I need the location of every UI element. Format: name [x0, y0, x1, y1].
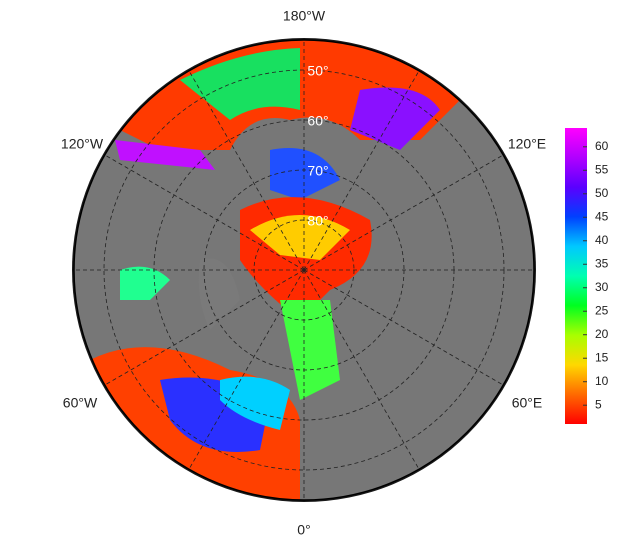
longitude-label: 60°E — [512, 395, 543, 411]
colorbar-tick-label: 35 — [595, 256, 609, 270]
meridian — [188, 269, 305, 470]
colorbar-tick-label: 55 — [595, 162, 609, 176]
graticule: 50° 60° 70° 80° — [73, 39, 535, 501]
colorbar-tick-label: 60 — [595, 139, 609, 153]
field-patch — [280, 300, 340, 400]
labels: 180°W 120°W 120°E 60°W 60°E 0° — [61, 8, 546, 538]
colorbar-tick-label: 30 — [595, 280, 609, 294]
latitude-label: 80° — [307, 213, 328, 229]
field-patch — [115, 140, 215, 170]
colorbar-tick-label: 20 — [595, 327, 609, 341]
colorbar-tick-label: 40 — [595, 233, 609, 247]
meridian — [303, 154, 504, 271]
colorbar-tick-label: 50 — [595, 186, 609, 200]
field-patch — [180, 48, 300, 120]
map-edge — [73, 39, 535, 501]
field-patch — [270, 148, 340, 200]
longitude-label: 120°W — [61, 136, 104, 152]
greenland — [198, 258, 240, 330]
colorbar-tick-label: 25 — [595, 303, 609, 317]
latitude-label: 60° — [307, 113, 328, 129]
longitude-label: 180°W — [283, 8, 326, 24]
meridian — [104, 269, 305, 386]
latitude-label: 70° — [307, 163, 328, 179]
colorbar-gradient — [565, 128, 587, 424]
field-patch — [250, 215, 350, 260]
meridian — [104, 154, 305, 271]
meridian — [303, 70, 420, 271]
meridian — [303, 269, 420, 470]
longitude-label: 120°E — [508, 136, 546, 152]
colorbar: 5 10 15 20 25 30 35 40 45 50 55 60 — [565, 128, 609, 424]
colorbar-tick-label: 15 — [595, 350, 609, 364]
meridian — [303, 269, 504, 386]
colorbar-tick-label: 10 — [595, 374, 609, 388]
map-disk — [74, 40, 534, 500]
colorbar-tick-label: 45 — [595, 209, 609, 223]
field-patch — [350, 87, 440, 150]
longitude-label: 0° — [297, 522, 310, 538]
field-patch — [120, 266, 170, 300]
longitude-label: 60°W — [63, 395, 98, 411]
meridian — [188, 70, 305, 271]
latitude-label: 50° — [307, 63, 328, 79]
colorbar-tick-label: 5 — [595, 397, 602, 411]
